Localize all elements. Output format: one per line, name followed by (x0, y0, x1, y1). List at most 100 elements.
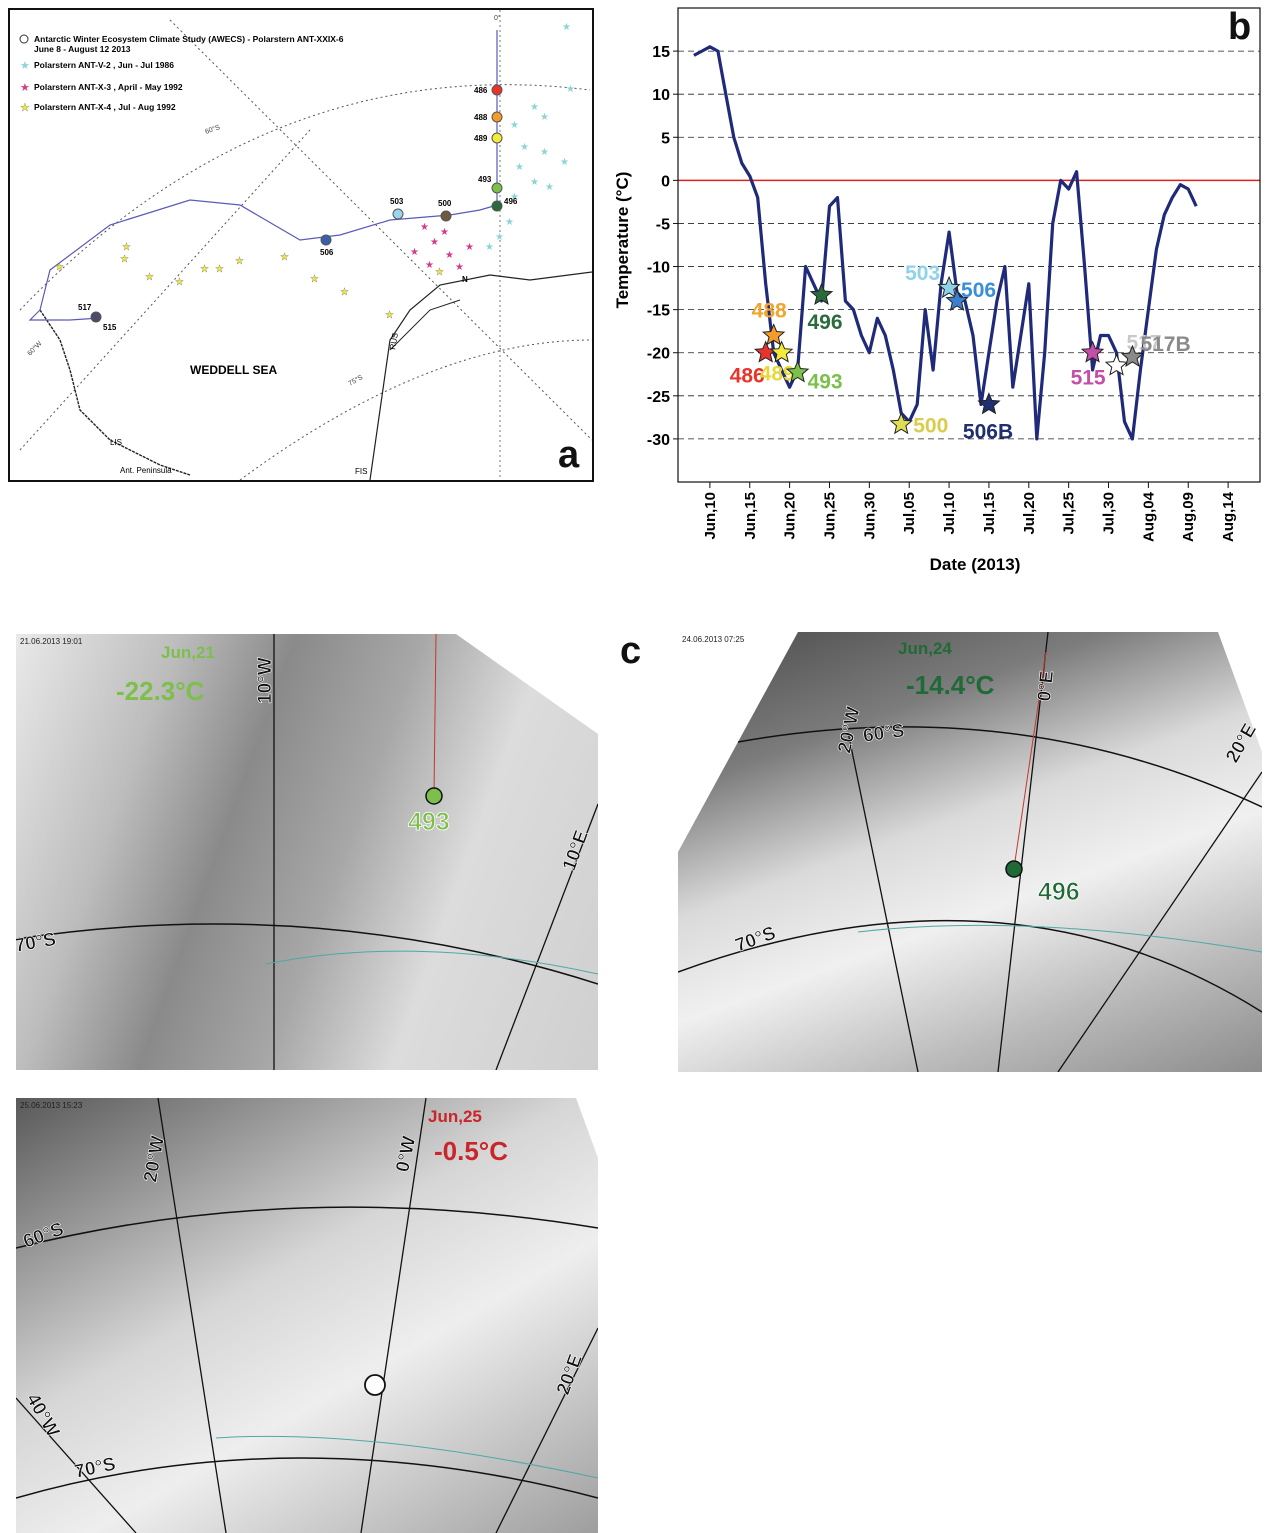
station-517-star-marker (1104, 353, 1129, 376)
x-tick-label: Aug,14 (1220, 491, 1237, 542)
station-488-label: 488 (752, 299, 787, 322)
svg-text:★: ★ (540, 112, 549, 123)
meridian-10e-line (495, 803, 598, 1070)
svg-text:★: ★ (435, 267, 444, 278)
station-486-marker (491, 84, 503, 96)
station-503-marker (392, 208, 404, 220)
station-486-label: 486 (730, 365, 765, 388)
n-label: N (462, 275, 468, 284)
sat-1-overlay: 21.06.2013 19:01 Jun,21 -22.3°C 493 70°S… (16, 634, 598, 1070)
station-506B-star-marker (977, 392, 1001, 415)
y-tick-label: 0 (661, 173, 670, 190)
station-517-label: 517 (78, 303, 92, 312)
svg-text:★: ★ (425, 260, 434, 271)
svg-text:★: ★ (440, 227, 449, 238)
sat-1-lon10w-label: 10°W (255, 657, 276, 704)
svg-text:★: ★ (120, 254, 129, 265)
sat-3-lat70-label: 70°S (73, 1454, 118, 1483)
sat-3-timestamp: 25.06.2013 15:23 (20, 1101, 83, 1110)
legend-star-icon-1986: ★ (20, 60, 30, 72)
station-503-label: 503 (390, 197, 404, 206)
svg-text:★: ★ (215, 264, 224, 275)
station-496-label: 496 (504, 197, 518, 206)
panel-b-letter: b (1228, 6, 1252, 48)
station-517B-label: 517B (1140, 333, 1190, 356)
svg-text:★: ★ (510, 192, 519, 203)
sat-3-lon40w-label: 40°W (22, 1390, 64, 1441)
sat-3-overlay: 25.06.2013 15:23 Jun,25 -0.5°C 60°S 70°S… (16, 1098, 598, 1533)
svg-text:★: ★ (566, 84, 575, 95)
lat-75-circle (239, 339, 593, 481)
station-493-label: 493 (808, 371, 843, 394)
sat-3-lon20w-label: 20°W (140, 1134, 169, 1184)
sat-3-lat60-label: 60°S (21, 1219, 67, 1253)
station-496-star-marker (809, 282, 834, 305)
peninsula-coast (39, 309, 191, 476)
svg-text:★: ★ (385, 310, 394, 321)
x-tick-label: Jun,30 (861, 492, 878, 540)
station-493-star-marker (785, 360, 810, 383)
svg-text:★: ★ (515, 162, 524, 173)
station-515-label: 515 (1071, 367, 1106, 390)
sat-3-temperature: -0.5°C (434, 1136, 508, 1166)
ship-position-dot (364, 1374, 386, 1396)
panel-a-letter: a (558, 434, 580, 476)
coastline (215, 1435, 598, 1479)
svg-text:★: ★ (530, 102, 539, 113)
svg-text:★: ★ (485, 242, 494, 253)
temperature-chart-svg: 15 10 5 0 -5 -10 -15 -20 -25 -30 Jun,10 Jun,15 Jun,2… (613, 7, 1261, 574)
svg-text:★: ★ (310, 274, 319, 285)
station-496-dot (1005, 860, 1023, 878)
station-489-label: 489 (760, 363, 795, 386)
station-496-label: 496 (808, 311, 843, 334)
lat-60-line (16, 1206, 598, 1249)
panel-a-map: Antarctic Winter Ecosystem Climate Study… (8, 8, 594, 482)
svg-text:★: ★ (510, 120, 519, 131)
station-506-label: 506 (320, 248, 334, 257)
x-tick-label: Aug,04 (1140, 491, 1157, 542)
y-tick-label: 10 (652, 87, 670, 104)
y-axis-label: Temperature (°C) (613, 172, 632, 309)
station-486-label: 486 (474, 86, 488, 95)
x-tick-label: Jul,30 (1101, 492, 1118, 535)
ship-track-line (433, 634, 437, 795)
svg-text:★: ★ (55, 262, 64, 273)
fis-label: FIS (355, 467, 367, 476)
lon-60w-label: 60°W (26, 339, 44, 357)
lat-70-line (678, 919, 1262, 1013)
satellite-image-jun24: 24.06.2013 07:25 Jun,24 -14.4°C 496 60°S… (678, 632, 1262, 1072)
x-tick-label: Jul,25 (1061, 492, 1078, 535)
svg-text:★: ★ (175, 277, 184, 288)
station-500-label: 500 (913, 414, 948, 437)
lat-75-label: 75°S (347, 373, 364, 388)
x-tick-label: Jul,05 (901, 492, 918, 535)
lat-70-line (16, 1457, 598, 1499)
legend-awecs-label: Antarctic Winter Ecosystem Climate Study… (34, 34, 344, 44)
sat-2-overlay: 24.06.2013 07:25 Jun,24 -14.4°C 496 60°S… (678, 632, 1262, 1072)
legend-ant-x-4-label: Polarstern ANT-X-4 , Jul - Aug 1992 (34, 102, 176, 112)
plot-frame (677, 7, 1261, 483)
meridian-40w-line (16, 1397, 137, 1533)
svg-text:★: ★ (445, 250, 454, 261)
svg-text:★: ★ (465, 242, 474, 253)
lat-70-line (16, 923, 598, 985)
lat-60-line (737, 726, 1262, 808)
svg-text:★: ★ (200, 264, 209, 275)
ship-track (28, 30, 498, 321)
station-493-label: 493 (478, 175, 492, 184)
sat-2-lat70-label: 70°S (733, 923, 779, 957)
station-515-label: 515 (103, 323, 117, 332)
meridian-0e-line (997, 632, 1049, 1072)
satellite-image-jun25: 25.06.2013 15:23 Jun,25 -0.5°C 60°S 70°S… (16, 1098, 598, 1533)
lat-60-circle (19, 84, 591, 311)
east-coast (369, 271, 593, 481)
lis-label: LIS (110, 438, 122, 447)
historical-stars: ★★ ★★ ★★ ★★ ★★ ★★ ★ ★ ★ ★ ★ ★ ★ ★ ★ ★ ★ ★ ★ ★ … (55, 22, 575, 321)
meridian-0w-line (360, 1098, 427, 1533)
svg-text:★: ★ (145, 272, 154, 283)
sat-3-date: Jun,25 (428, 1107, 482, 1126)
svg-text:★: ★ (122, 242, 131, 253)
svg-text:★: ★ (455, 262, 464, 273)
meridian-line-2 (19, 129, 311, 451)
station-506-star-marker (945, 288, 969, 311)
